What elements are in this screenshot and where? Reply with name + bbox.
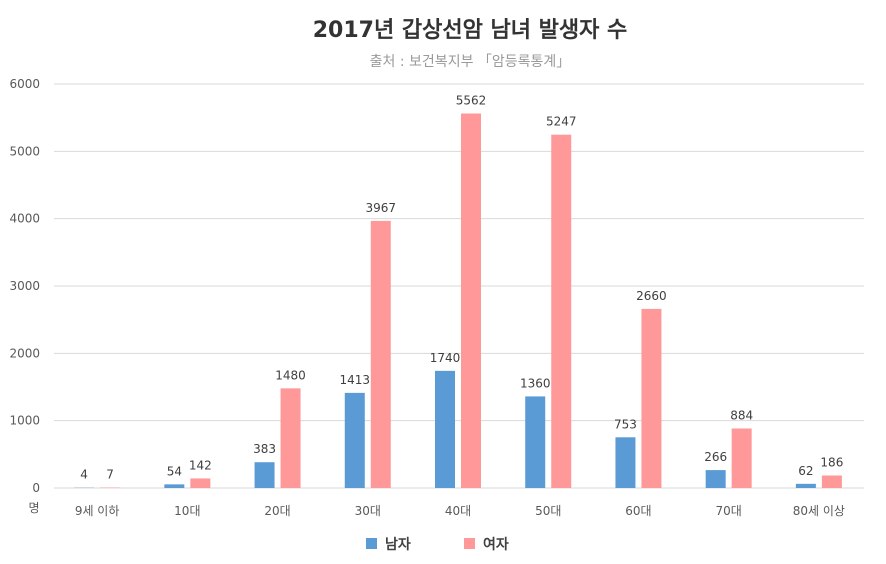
data-label: 884 bbox=[730, 408, 753, 422]
bar-female bbox=[461, 113, 481, 488]
data-label: 142 bbox=[189, 458, 212, 472]
bars bbox=[74, 113, 842, 488]
y-tick-label: 6000 bbox=[9, 77, 40, 91]
x-category-label: 10대 bbox=[174, 504, 200, 518]
bar-male bbox=[435, 370, 455, 488]
chart-subtitle: 출처 : 보건복지부 「암등록통계」 bbox=[370, 54, 571, 70]
data-label: 54 bbox=[167, 464, 182, 478]
bar-male bbox=[615, 437, 636, 488]
bar-male bbox=[254, 462, 275, 488]
bar-male bbox=[344, 392, 365, 488]
legend-swatch-female bbox=[464, 538, 475, 549]
x-category-label: 30대 bbox=[355, 504, 381, 518]
x-category-label: 70대 bbox=[716, 504, 742, 518]
y-tick-label: 4000 bbox=[9, 212, 40, 226]
x-category-label: 9세 이하 bbox=[75, 504, 120, 518]
data-label: 4 bbox=[80, 468, 88, 482]
x-category-label: 40대 bbox=[445, 504, 471, 518]
data-label: 7 bbox=[106, 468, 114, 482]
data-label: 3967 bbox=[366, 201, 397, 215]
data-label: 186 bbox=[820, 455, 843, 469]
data-label: 5247 bbox=[546, 115, 577, 129]
legend-label-male: 남자 bbox=[385, 536, 411, 553]
y-tick-label: 5000 bbox=[9, 144, 40, 158]
legend: 남자 여자 bbox=[366, 536, 509, 553]
x-axis-categories: 9세 이하 10대 20대 30대 40대 50대 60대 70대 80세 이상 bbox=[75, 504, 845, 518]
data-label: 2660 bbox=[636, 289, 667, 303]
x-category-label: 20대 bbox=[264, 504, 290, 518]
data-label: 1413 bbox=[340, 373, 371, 387]
grid-lines bbox=[54, 83, 864, 489]
legend-swatch-male bbox=[366, 538, 377, 549]
x-category-label: 60대 bbox=[625, 504, 651, 518]
y-tick-label: 1000 bbox=[9, 414, 40, 428]
data-label: 1740 bbox=[430, 351, 461, 365]
data-label: 1360 bbox=[520, 376, 551, 390]
chart-title: 2017년 갑상선암 남녀 발생자 수 bbox=[313, 18, 628, 43]
data-label: 753 bbox=[614, 417, 637, 431]
bar-male bbox=[164, 484, 185, 488]
data-label: 62 bbox=[798, 464, 813, 478]
y-tick-label: 0 bbox=[32, 481, 40, 495]
bar-male bbox=[705, 470, 726, 488]
x-category-label: 80세 이상 bbox=[793, 504, 845, 518]
bar-female bbox=[190, 478, 211, 488]
bar-male bbox=[525, 396, 546, 488]
data-labels: 4 7 54 142 383 1480 1413 3967 1740 5562 1360 5247 75… bbox=[80, 93, 843, 481]
bar-female bbox=[731, 428, 752, 488]
legend-label-female: 여자 bbox=[483, 536, 509, 553]
y-tick-label: 3000 bbox=[9, 279, 40, 293]
bar-female bbox=[280, 388, 301, 488]
bar-male bbox=[795, 483, 816, 488]
bar-female bbox=[641, 308, 662, 488]
data-label: 5562 bbox=[456, 93, 487, 107]
bar-female bbox=[370, 220, 391, 488]
data-label: 266 bbox=[704, 450, 727, 464]
bar-female bbox=[551, 134, 572, 488]
x-category-label: 50대 bbox=[535, 504, 561, 518]
bar-female bbox=[821, 475, 842, 488]
data-label: 1480 bbox=[275, 368, 306, 382]
data-label: 383 bbox=[253, 442, 276, 456]
y-axis-unit-label: 명 bbox=[28, 501, 39, 515]
y-axis-ticks: 0 1000 2000 3000 4000 5000 6000 bbox=[9, 77, 40, 495]
y-tick-label: 2000 bbox=[9, 346, 40, 360]
